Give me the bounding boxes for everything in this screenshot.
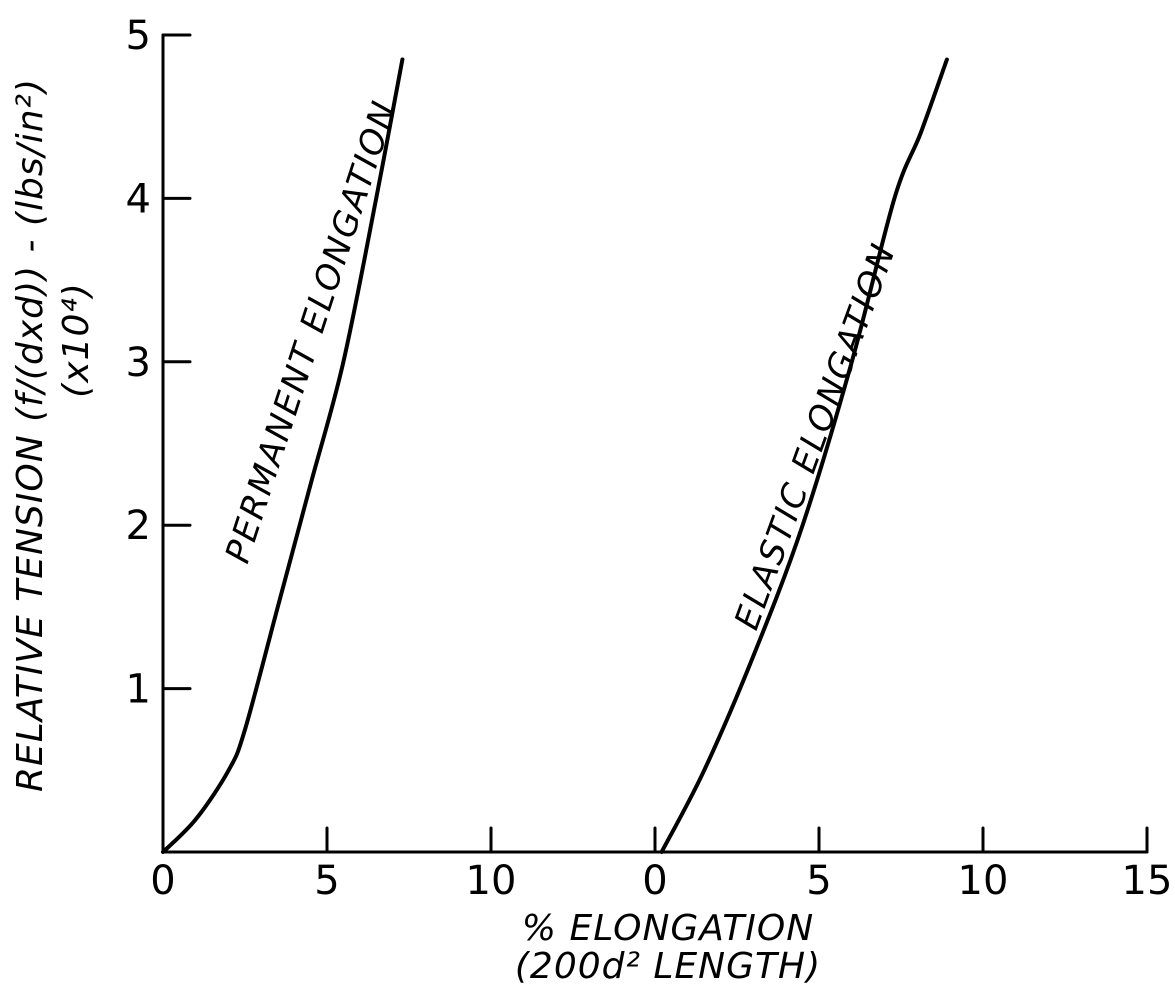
curves bbox=[161, 57, 949, 854]
x-tick-label: 5 bbox=[314, 858, 339, 904]
x-tick-label: 5 bbox=[806, 858, 831, 904]
elastic-elongation-curve bbox=[659, 57, 949, 854]
x-tick-label: 0 bbox=[150, 858, 175, 904]
x-axis-label: % ELONGATION bbox=[522, 908, 814, 949]
y-ticks: 1 2 3 4 5 bbox=[126, 13, 192, 713]
y-tick-label: 2 bbox=[126, 503, 151, 549]
y-axis-unit-label: (x10⁴) bbox=[56, 282, 97, 398]
y-tick-label: 5 bbox=[126, 13, 151, 59]
y-tick-label: 1 bbox=[126, 667, 151, 713]
x-ticks: 0 5 10 0 5 10 15 bbox=[150, 826, 1173, 904]
series-label-elastic: ELASTIC ELONGATION bbox=[727, 238, 904, 635]
y-axis-label: RELATIVE TENSION (f/(dxd)) - (lbs/in²) bbox=[10, 78, 51, 792]
x-tick-label: 10 bbox=[466, 858, 517, 904]
y-tick-label: 3 bbox=[126, 340, 151, 386]
y-tick-label: 4 bbox=[126, 176, 151, 222]
x-tick-label: 15 bbox=[1122, 858, 1173, 904]
x-axis-unit-label: (200d² LENGTH) bbox=[515, 946, 821, 987]
x-tick-label: 0 bbox=[642, 858, 667, 904]
permanent-elongation-curve bbox=[161, 57, 405, 854]
series-label-permanent: PERMANENT ELONGATION bbox=[218, 95, 406, 568]
x-tick-label: 10 bbox=[958, 858, 1009, 904]
axes bbox=[161, 33, 1149, 854]
